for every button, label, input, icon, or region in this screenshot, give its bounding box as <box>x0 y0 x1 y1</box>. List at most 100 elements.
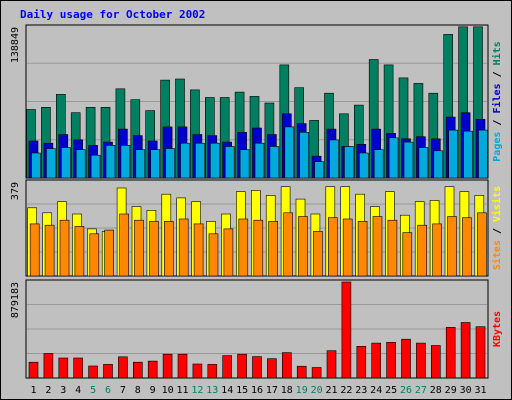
series-sites <box>29 212 487 277</box>
x-tick-label: 23 <box>355 385 367 396</box>
legend-item-hits: Hits <box>491 41 503 65</box>
bar-pages-9 <box>150 149 160 179</box>
x-tick-label: 16 <box>251 385 263 396</box>
x-tick-label: 9 <box>150 385 156 396</box>
bar-pages-22 <box>344 146 354 179</box>
bar-pages-10 <box>165 148 175 179</box>
panel-visits: 379 Sites / Visits <box>10 179 503 277</box>
bar-sites-28 <box>432 223 442 277</box>
bar-kbytes-30 <box>460 322 471 379</box>
bar-pages-19 <box>299 132 310 179</box>
bar-pages-17 <box>269 146 280 179</box>
bar-sites-20 <box>313 231 323 277</box>
bar-sites-16 <box>253 219 264 277</box>
bar-sites-14 <box>223 228 234 277</box>
bar-pages-30 <box>463 130 473 179</box>
bar-sites-10 <box>164 221 174 277</box>
bar-kbytes-25 <box>386 341 396 379</box>
bar-kbytes-12 <box>192 363 203 379</box>
bar-kbytes-5 <box>88 365 98 379</box>
bar-kbytes-27 <box>416 342 426 379</box>
bar-sites-22 <box>342 218 353 277</box>
bar-pages-16 <box>254 142 265 179</box>
bar-sites-21 <box>327 217 338 277</box>
legend-item-pages: Pages <box>492 132 503 162</box>
bar-sites-7 <box>119 213 129 277</box>
bar-kbytes-23 <box>356 345 367 379</box>
legend-kbytes: KBytes <box>492 311 503 347</box>
bar-kbytes-14 <box>222 355 232 379</box>
bar-pages-1 <box>31 152 41 179</box>
bar-sites-23 <box>357 221 368 277</box>
y-max-label: 879183 <box>10 282 21 318</box>
x-axis-labels: 1 2 3 4 5 6 7 8 9 10 11 12 13 14 15 16 17 18 19 20 21 22 23 24 2… <box>30 385 486 396</box>
bar-kbytes-17 <box>267 358 277 379</box>
bar-pages-27 <box>418 147 429 179</box>
bar-kbytes-16 <box>252 356 262 379</box>
x-tick-label: 19 <box>296 385 308 396</box>
bar-pages-20 <box>314 161 324 179</box>
bar-pages-5 <box>90 154 101 179</box>
bar-kbytes-22 <box>341 281 352 379</box>
y-max-label: 379 <box>10 182 21 200</box>
legend-item-kbytes: KBytes <box>492 311 503 347</box>
bar-kbytes-15 <box>237 353 247 379</box>
bar-pages-29 <box>448 129 459 179</box>
bar-kbytes-2 <box>43 353 54 379</box>
x-tick-label: 27 <box>415 385 427 396</box>
bar-pages-7 <box>120 145 131 179</box>
bar-sites-9 <box>149 221 159 277</box>
x-tick-label: 21 <box>325 385 337 396</box>
x-tick-label: 18 <box>281 385 293 396</box>
legend-hits: Pages / Files / Hits <box>491 41 503 161</box>
bar-kbytes-18 <box>281 352 292 379</box>
legend-item-visits: Visits <box>491 186 503 222</box>
legend-visits: Sites / Visits <box>491 186 503 270</box>
bar-kbytes-28 <box>430 345 441 379</box>
bar-pages-4 <box>75 149 86 179</box>
bar-sites-2 <box>44 224 55 277</box>
x-tick-label: 24 <box>370 385 382 396</box>
bar-sites-19 <box>298 216 308 277</box>
series-kbytes <box>28 281 486 379</box>
bar-sites-11 <box>178 218 189 277</box>
bar-sites-1 <box>29 223 40 277</box>
bar-pages-12 <box>195 142 205 179</box>
bar-sites-30 <box>462 217 472 277</box>
bar-kbytes-3 <box>58 357 69 379</box>
bar-sites-27 <box>417 224 428 277</box>
x-tick-label: 28 <box>430 385 442 396</box>
bar-kbytes-11 <box>177 353 188 379</box>
bar-pages-11 <box>180 142 190 179</box>
bar-pages-8 <box>135 149 146 179</box>
bar-sites-5 <box>89 233 100 277</box>
bar-kbytes-4 <box>73 357 83 379</box>
bar-pages-6 <box>105 145 116 179</box>
x-tick-label: 3 <box>60 385 66 396</box>
bar-pages-14 <box>224 146 235 179</box>
x-tick-label: 31 <box>474 385 486 396</box>
x-tick-label: 11 <box>176 385 188 396</box>
x-tick-label: 4 <box>75 385 81 396</box>
x-tick-label: 26 <box>400 385 412 396</box>
bar-kbytes-10 <box>162 353 173 379</box>
x-tick-label: 7 <box>120 385 126 396</box>
bar-sites-24 <box>372 216 383 277</box>
legend-separator: / <box>492 222 503 240</box>
x-tick-label: 6 <box>105 385 111 396</box>
bar-kbytes-1 <box>28 361 39 379</box>
x-tick-label: 1 <box>30 385 36 396</box>
bar-pages-28 <box>433 150 444 179</box>
bar-kbytes-24 <box>371 342 382 379</box>
bar-kbytes-21 <box>326 350 337 379</box>
bar-kbytes-6 <box>103 364 113 379</box>
panel-hits: 138849 Pages / Files / Hits <box>10 24 503 179</box>
legend-item-sites: Sites <box>491 240 503 270</box>
bar-kbytes-19 <box>296 365 307 379</box>
chart-panels: 138849 Pages / Files / Hits 379 Sites / Vis… <box>10 24 503 379</box>
bar-pages-23 <box>358 152 369 179</box>
x-tick-label: 30 <box>460 385 472 396</box>
x-tick-label: 12 <box>191 385 203 396</box>
bar-sites-31 <box>476 212 487 277</box>
